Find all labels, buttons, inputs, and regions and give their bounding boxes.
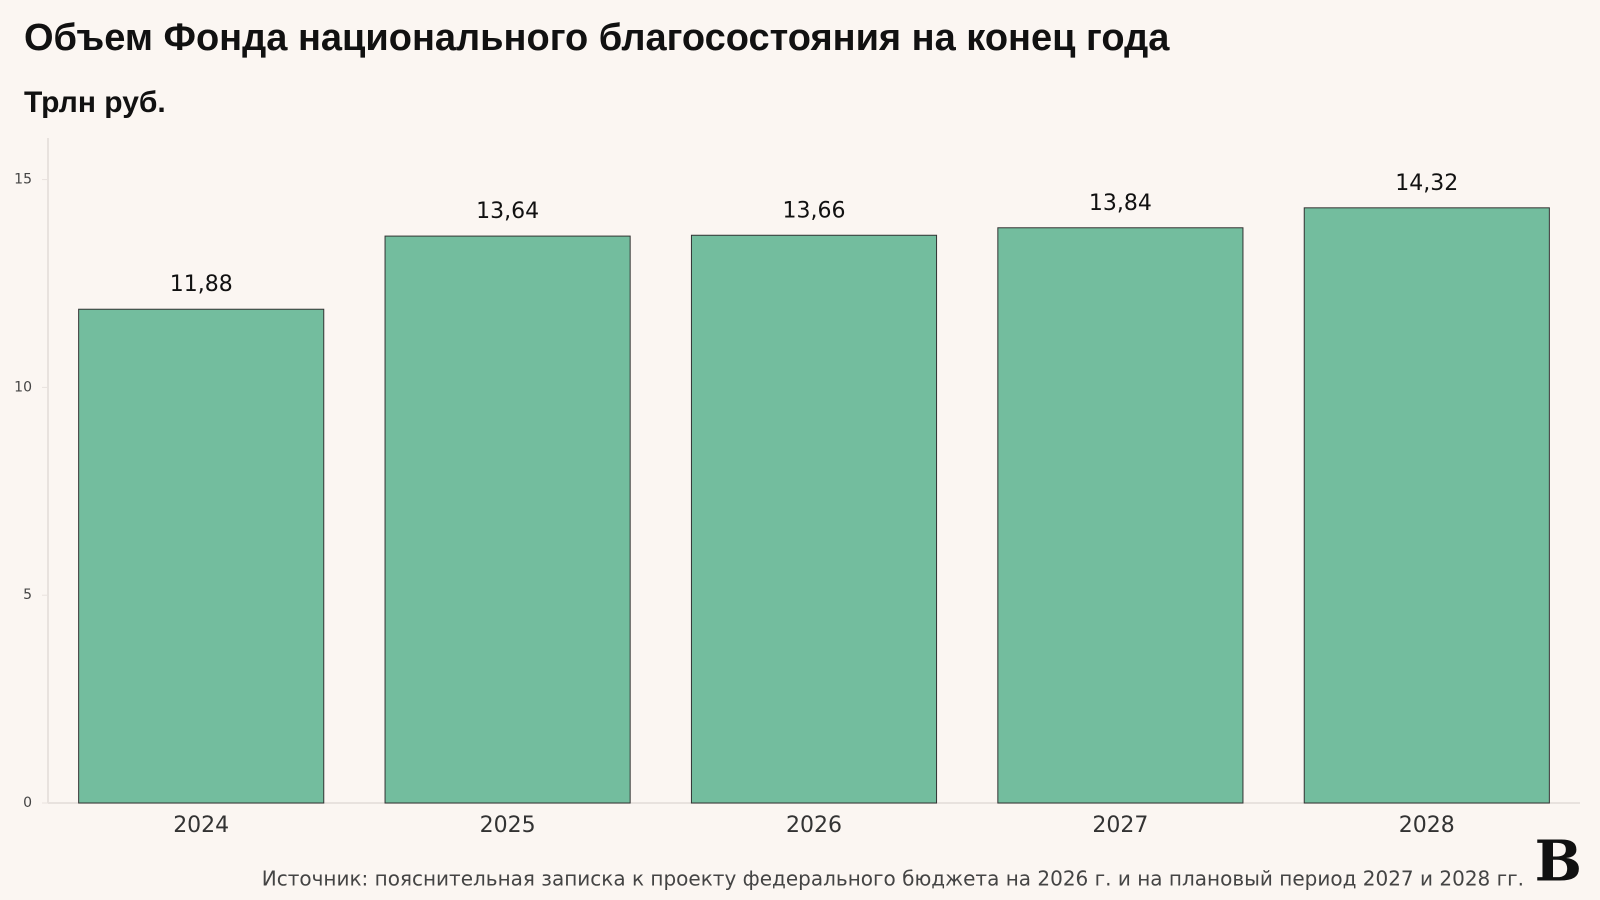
bar bbox=[1303, 207, 1550, 804]
value-label: 11,88 bbox=[170, 272, 233, 297]
x-tick-label: 2028 bbox=[1399, 813, 1455, 838]
x-tick-label: 2026 bbox=[786, 813, 842, 838]
x-tick-label: 2025 bbox=[480, 813, 536, 838]
x-tick-label: 2024 bbox=[173, 813, 229, 838]
x-tick-label: 2027 bbox=[1092, 813, 1148, 838]
source: Источник: пояснительная записка к проект… bbox=[262, 867, 1524, 891]
value-label: 13,64 bbox=[476, 199, 539, 224]
y-tick-label: 5 bbox=[23, 587, 32, 603]
bar bbox=[690, 234, 938, 804]
bar bbox=[384, 235, 631, 804]
bar bbox=[997, 227, 1244, 804]
chart-subtitle: Трлн руб. bbox=[24, 86, 166, 119]
value-label: 13,66 bbox=[783, 198, 846, 223]
bar bbox=[78, 308, 325, 804]
y-tick-label: 0 bbox=[23, 795, 32, 811]
logo: В bbox=[1535, 829, 1582, 895]
y-tick-label: 15 bbox=[14, 172, 32, 188]
y-tick-label: 10 bbox=[14, 379, 32, 395]
value-label: 14,32 bbox=[1395, 171, 1458, 196]
chart-title: Объем Фонда национального благосостояния… bbox=[24, 17, 1170, 59]
value-label: 13,84 bbox=[1089, 191, 1152, 216]
